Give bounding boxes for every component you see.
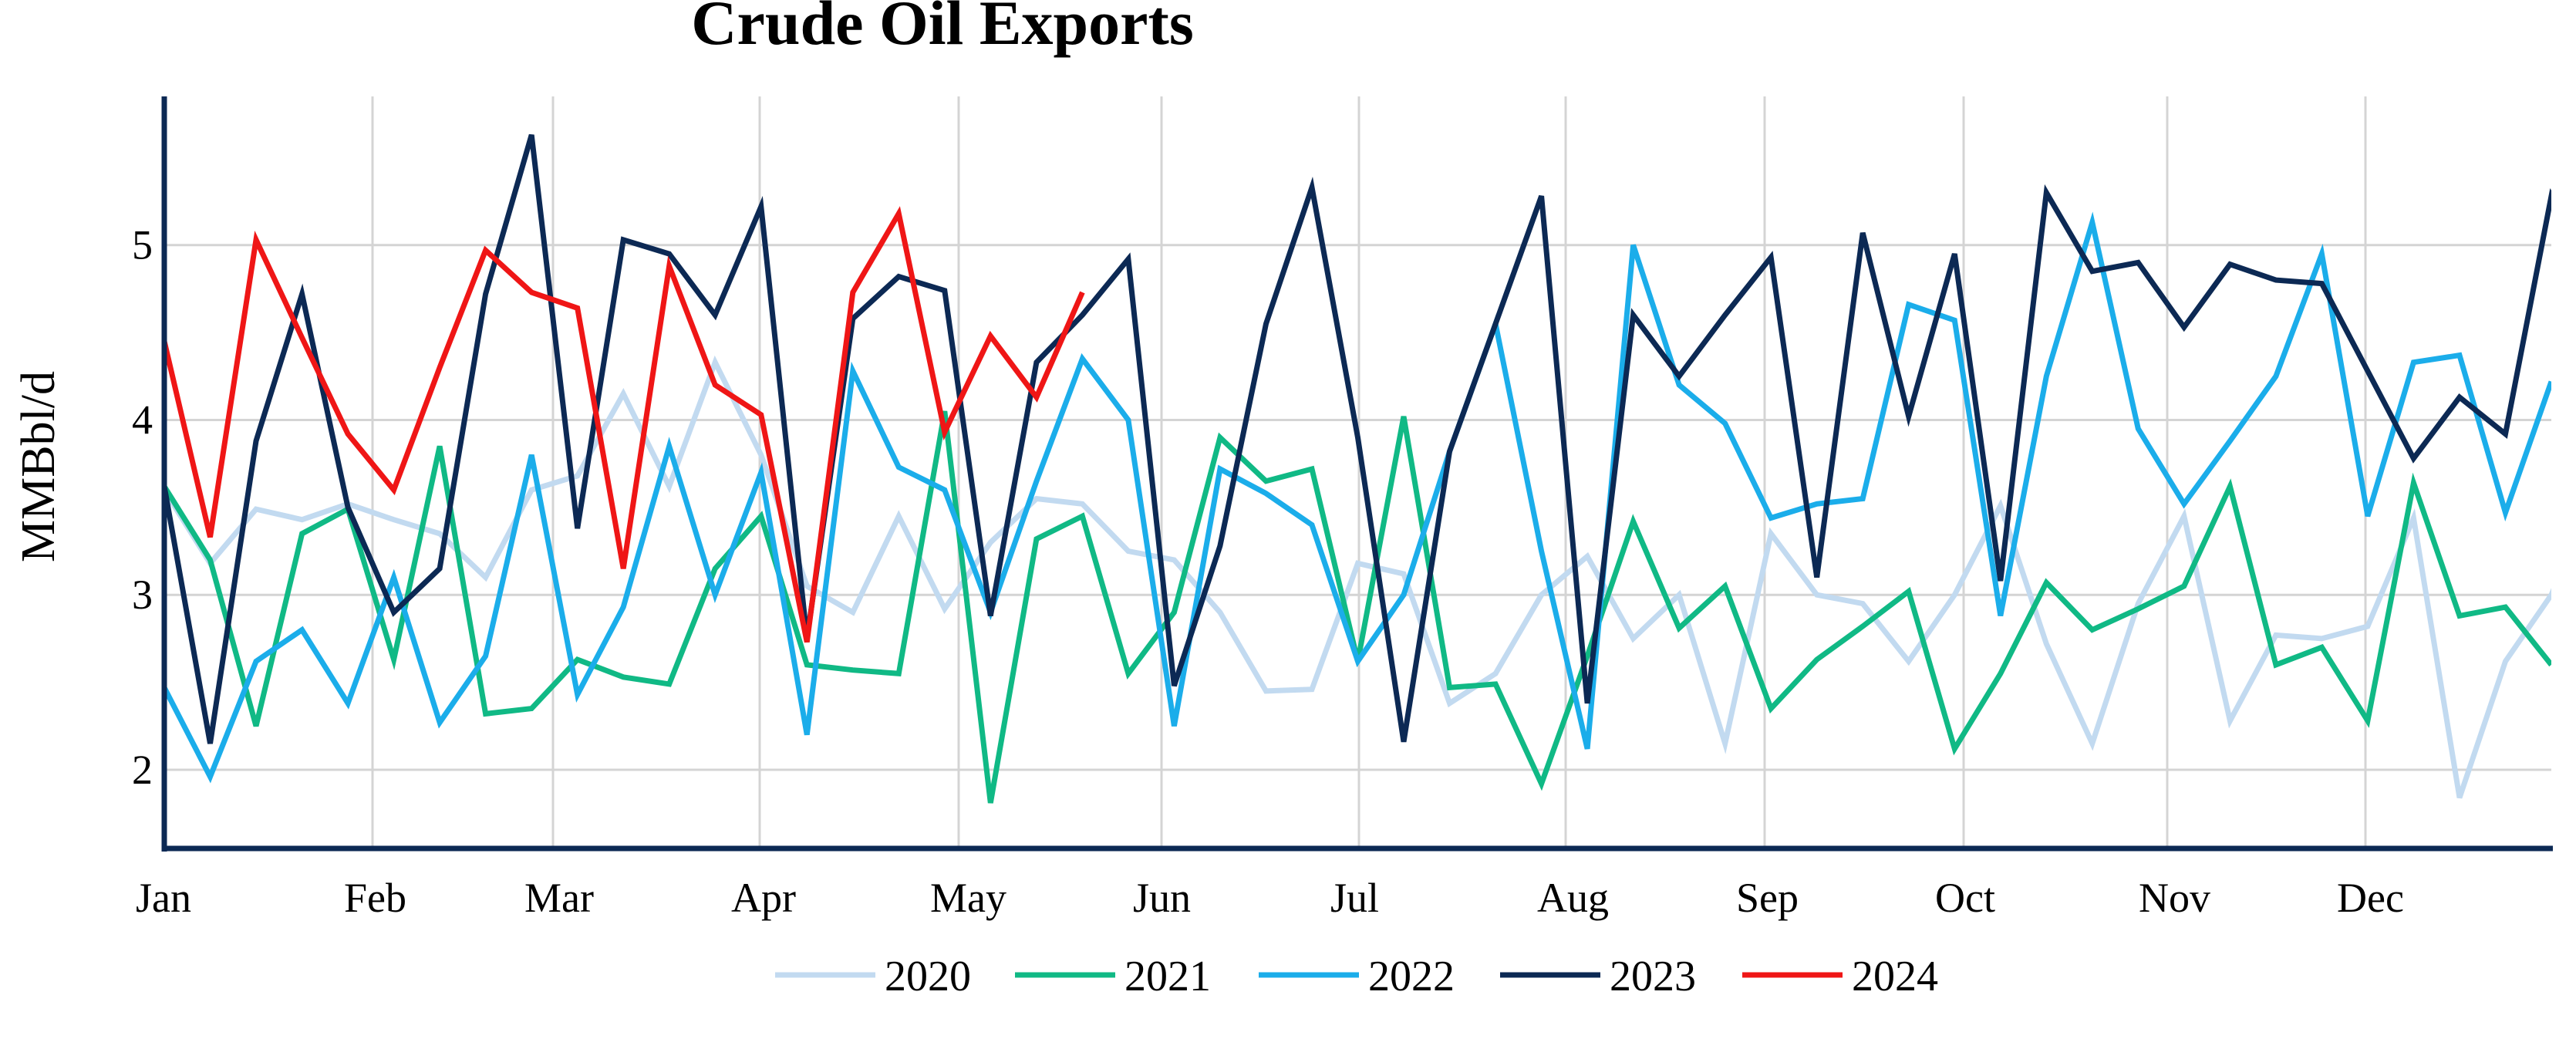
legend-label-2023: 2023 [1610,953,1696,1000]
y-tick-labels: 2 3 4 5 [132,222,153,793]
x-tick-label: May [930,875,1006,921]
x-tick-label: Feb [344,875,406,921]
y-tick-label: 4 [132,396,153,443]
x-tick-label: Jun [1133,875,1191,921]
x-tick-label: Oct [1935,875,1995,921]
series-line-2023 [164,133,2551,744]
y-tick-label: 5 [132,222,153,268]
x-tick-label: Jul [1330,875,1379,921]
series-line-2024 [164,206,1085,643]
series-line-2020 [164,355,2551,799]
legend: 2020 2021 2022 2023 2024 [775,953,1938,1000]
x-tick-label: Mar [524,875,594,921]
chart-title: Crude Oil Exports [691,0,1193,58]
legend-label-2024: 2024 [1852,953,1938,1000]
x-tick-labels: Jan Feb Mar Apr May Jun Jul Aug Sep Oct Nov Dec [136,875,2404,921]
series-line-2022 [164,211,2551,784]
legend-label-2022: 2022 [1368,953,1455,1000]
legend-label-2021: 2021 [1124,953,1211,1000]
x-tick-label: Sep [1736,875,1799,921]
x-tick-label: Dec [2337,875,2404,921]
x-tick-label: Nov [2139,875,2210,921]
x-tick-label: Apr [731,875,796,921]
x-tick-label: Jan [136,875,191,921]
y-tick-label: 2 [132,747,153,793]
axes [161,96,2553,852]
legend-label-2020: 2020 [885,953,971,1000]
series-lines [164,133,2551,804]
grid-lines [164,96,2551,848]
x-tick-label: Aug [1537,875,1609,921]
y-tick-label: 3 [132,572,153,618]
y-axis-label: MMBbl/d [12,371,65,562]
